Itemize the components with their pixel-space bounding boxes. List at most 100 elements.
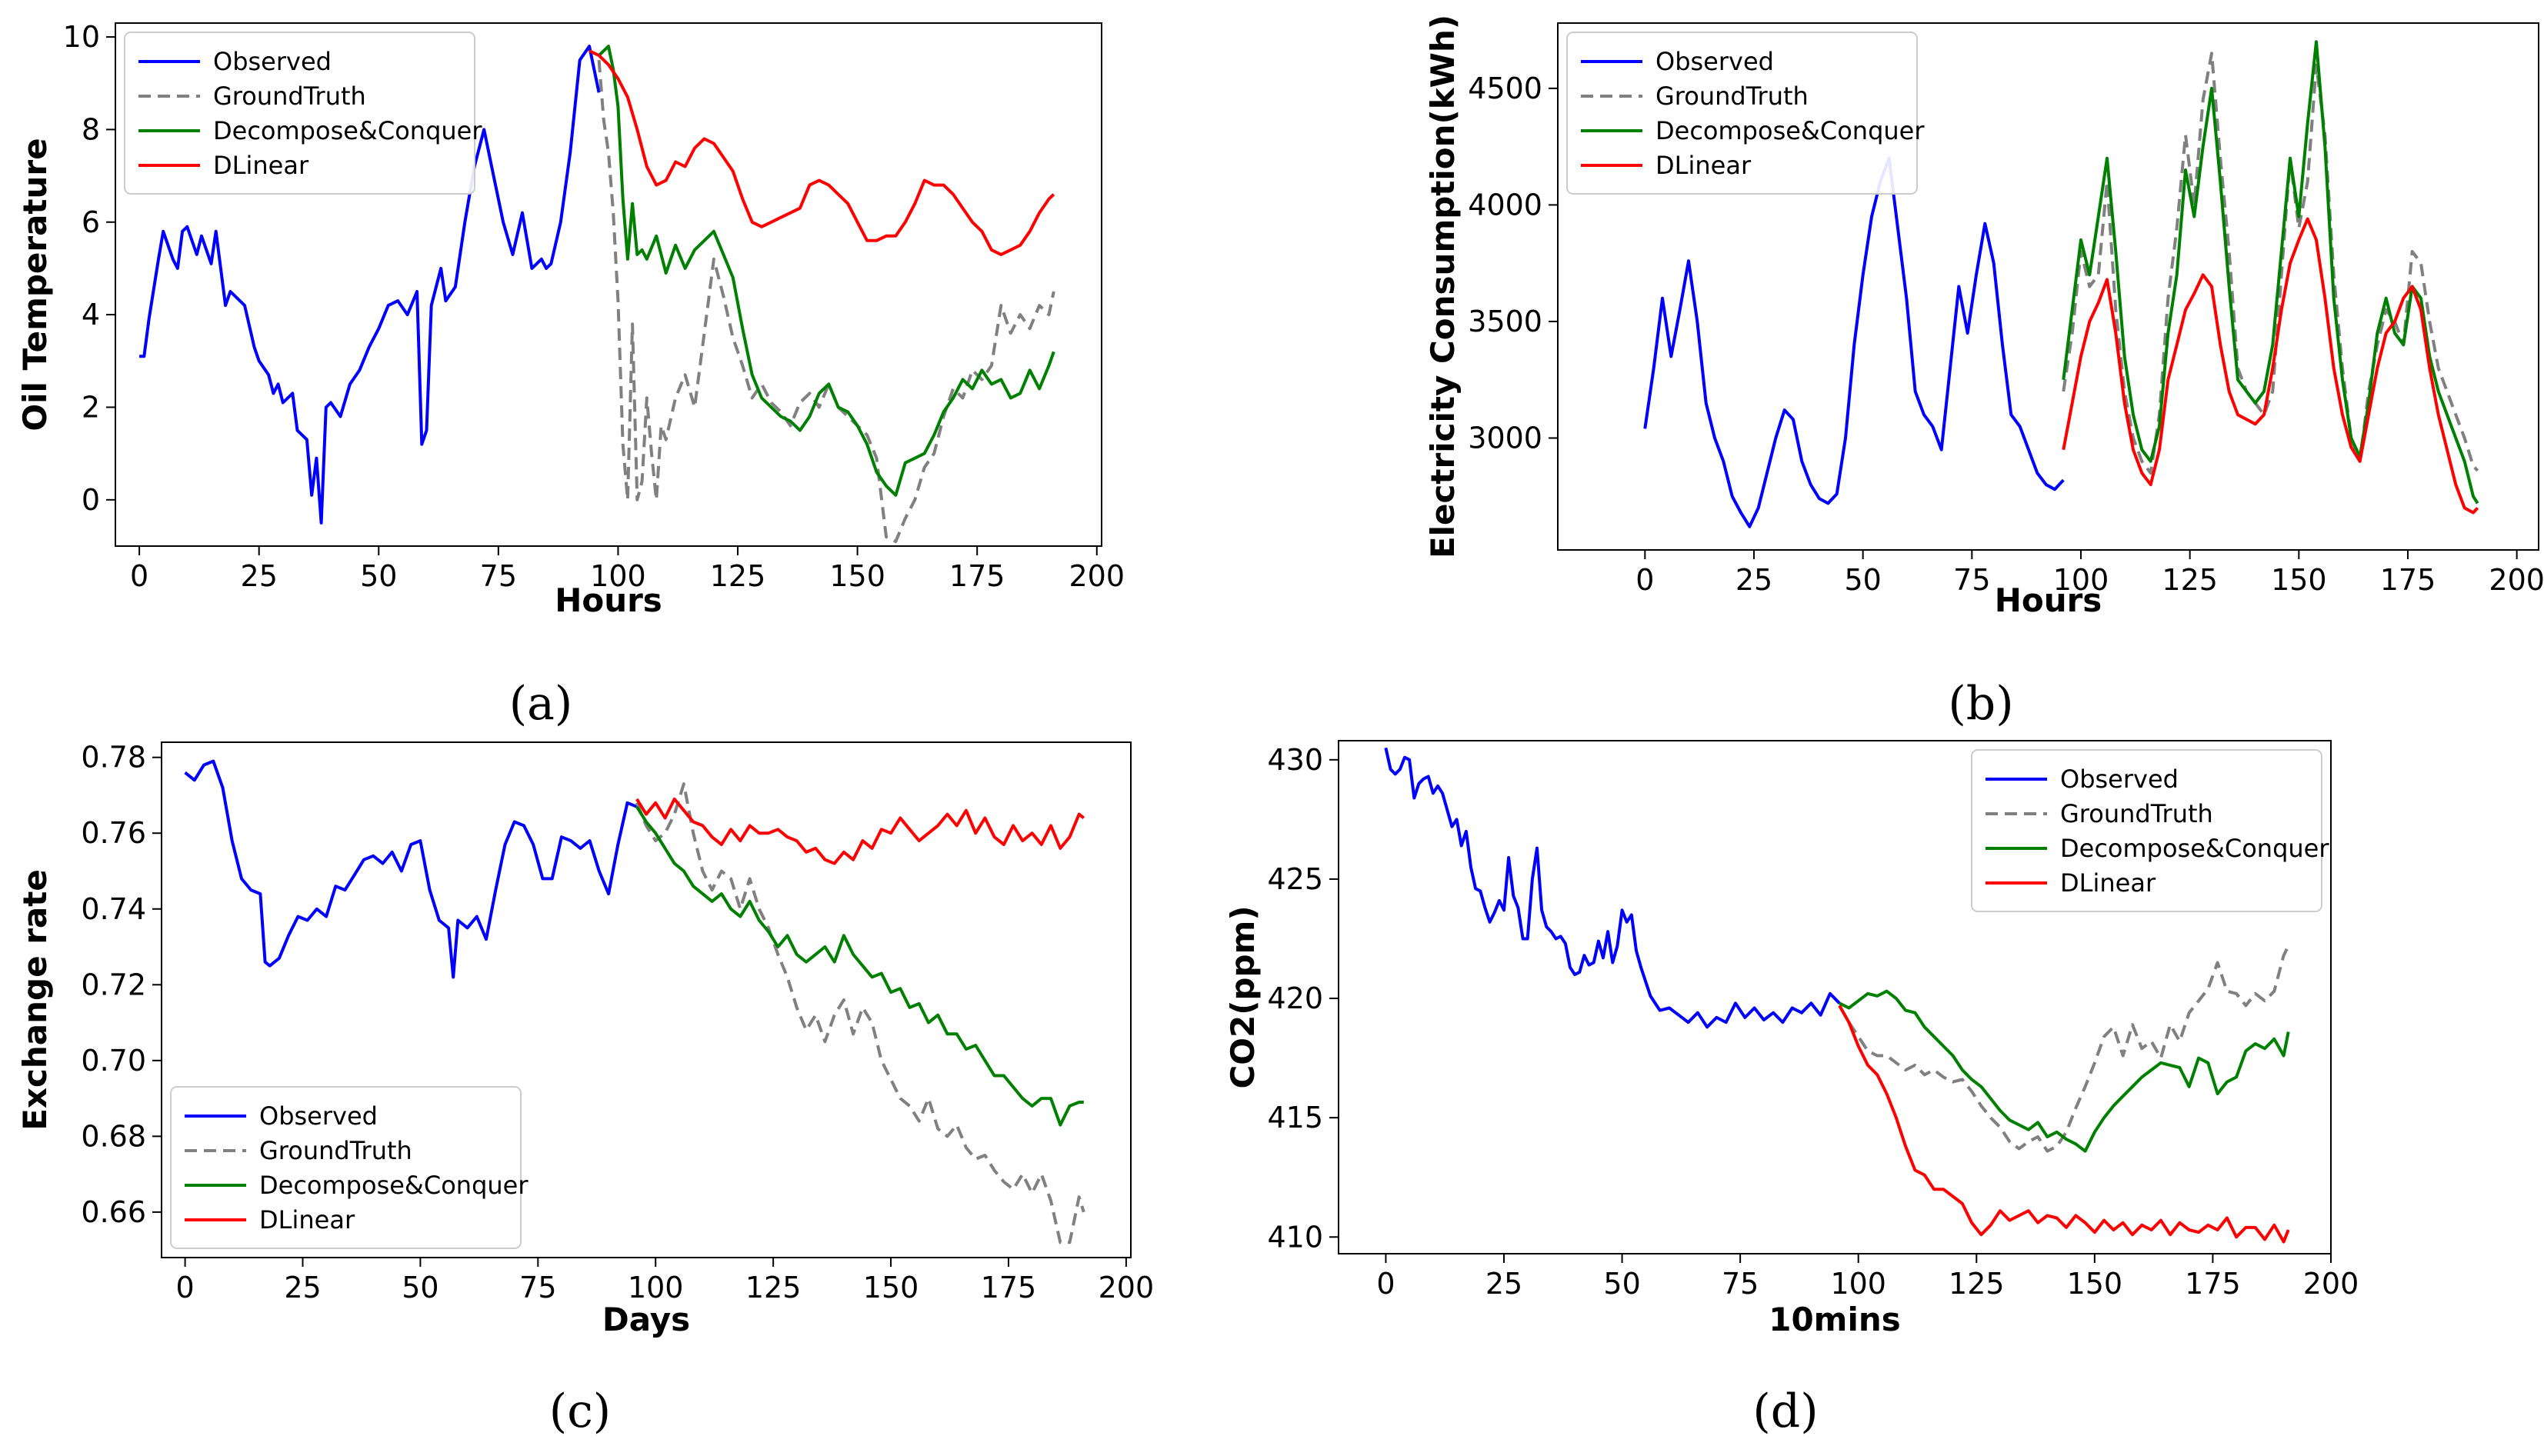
- x-tick-label: 75: [1953, 563, 1990, 597]
- y-tick-label: 8: [82, 112, 100, 146]
- chart-d: 0 25 50 75 100 125 150 175 200 410 415 420 425 430 10m…: [1224, 740, 2359, 1438]
- chart-c: 0 25 50 75 100 125 150 175 200 0.66 0.68 0.70 0.72 0.…: [16, 741, 1154, 1438]
- y-axis-title: Exchange rate: [16, 869, 54, 1131]
- legend-label: Decompose&Conquer: [259, 1171, 528, 1200]
- legend-label: Observed: [259, 1101, 378, 1131]
- y-tick-label: 6: [82, 205, 100, 239]
- x-tick-label: 175: [2185, 1267, 2241, 1301]
- x-tick-label: 125: [745, 1271, 802, 1304]
- x-axis-title: Days: [602, 1301, 690, 1338]
- legend-label: Observed: [2060, 765, 2179, 794]
- legend: Observed GroundTruth Decompose&Conquer DLin…: [1971, 749, 2329, 912]
- x-tick-label: 75: [480, 559, 517, 593]
- x-tick-label: 150: [2271, 563, 2327, 597]
- x-tick-label: 100: [2053, 563, 2109, 597]
- y-tick-label: 0: [82, 483, 100, 517]
- y-tick-label: 2: [82, 390, 100, 424]
- legend-label: GroundTruth: [213, 82, 366, 111]
- x-tick-label: 175: [949, 559, 1005, 593]
- y-axis-title: CO2(ppm): [1224, 905, 1262, 1088]
- y-tick-label: 415: [1267, 1101, 1323, 1134]
- x-tick-label: 0: [1376, 1267, 1395, 1301]
- x-tick-label: 50: [1844, 563, 1881, 597]
- legend-label: Observed: [213, 47, 332, 76]
- series-line-decompose: [1839, 989, 2290, 1153]
- series-line-dlinear: [588, 49, 1055, 256]
- series-line-observed: [184, 759, 638, 979]
- y-tick-label: 0.68: [81, 1119, 146, 1153]
- y-tick-label: 0.66: [81, 1195, 146, 1229]
- series-line-decompose: [598, 45, 1055, 497]
- x-tick-label: 25: [241, 559, 278, 593]
- series-line-dlinear: [2062, 217, 2479, 515]
- chart-a: 0 25 50 75 100 125 150 175 200 0 2 4 6 8 10 Hours Oil Te…: [16, 20, 1125, 731]
- x-tick-label: 150: [2067, 1267, 2123, 1301]
- series-line-groundtruth: [635, 782, 1085, 1244]
- series-line-dlinear: [1838, 1005, 2290, 1244]
- x-tick-label: 25: [1485, 1267, 1522, 1301]
- panel-caption: (b): [1948, 677, 2013, 731]
- x-axis-title: Hours: [555, 581, 662, 619]
- x-tick-label: 50: [1603, 1267, 1640, 1301]
- y-axis-title: Oil Temperature: [16, 138, 54, 431]
- chart-b: 0 25 50 75 100 125 150 175 200 3000 3500 4000 4500 Ho…: [1424, 15, 2544, 731]
- y-tick-label: 0.72: [81, 968, 146, 1001]
- y-tick-label: 10: [63, 20, 100, 54]
- x-axis-title: Hours: [1995, 581, 2102, 619]
- legend-label: DLinear: [2060, 868, 2156, 898]
- plot-frame: [1557, 22, 2539, 551]
- x-tick-label: 200: [1069, 559, 1125, 593]
- x-tick-label: 125: [1949, 1267, 2005, 1301]
- legend-box: [170, 1086, 522, 1249]
- y-tick-label: 0.78: [81, 741, 146, 775]
- x-tick-label: 200: [2303, 1267, 2359, 1301]
- plot-frame: [1338, 740, 2332, 1254]
- x-tick-label: 75: [1722, 1267, 1759, 1301]
- x-tick-label: 150: [863, 1271, 919, 1304]
- x-tick-label: 0: [130, 559, 148, 593]
- series-line-observed: [1384, 747, 1841, 1029]
- y-tick-label: 0.76: [81, 816, 146, 850]
- legend-label: Decompose&Conquer: [213, 116, 482, 145]
- x-tick-label: 100: [590, 559, 646, 593]
- y-axis-title: Electricity Consumption(kWh): [1424, 15, 1462, 558]
- legend-label: Decompose&Conquer: [1655, 116, 1925, 145]
- x-tick-label: 175: [981, 1271, 1037, 1304]
- x-tick-label: 0: [1635, 563, 1654, 597]
- legend-label: GroundTruth: [259, 1136, 412, 1165]
- panel-caption: (c): [549, 1384, 611, 1438]
- legend-label: DLinear: [213, 151, 309, 180]
- panel-caption: (d): [1752, 1384, 1818, 1438]
- series-line-decompose: [2062, 40, 2479, 505]
- legend-label: Decompose&Conquer: [2060, 834, 2329, 863]
- x-tick-label: 75: [519, 1271, 556, 1304]
- series-line-dlinear: [635, 797, 1085, 865]
- legend-label: DLinear: [1655, 151, 1752, 180]
- legend-label: GroundTruth: [2060, 799, 2213, 828]
- x-tick-label: 125: [710, 559, 766, 593]
- y-tick-label: 410: [1267, 1220, 1323, 1254]
- y-tick-label: 0.70: [81, 1044, 146, 1078]
- series-line-observed: [139, 45, 601, 525]
- legend-box: [1971, 749, 2322, 912]
- x-tick-label: 100: [628, 1271, 684, 1304]
- panel-caption: (a): [509, 677, 573, 731]
- legend: Observed GroundTruth Decompose&Conquer DLin…: [124, 32, 482, 195]
- x-tick-label: 25: [284, 1271, 321, 1304]
- x-tick-label: 150: [829, 559, 885, 593]
- y-tick-label: 420: [1267, 981, 1323, 1015]
- legend: Observed GroundTruth Decompose&Conquer DLin…: [1566, 32, 1925, 195]
- y-tick-label: 4000: [1468, 188, 1542, 222]
- y-tick-label: 3000: [1468, 421, 1542, 455]
- legend-label: Observed: [1655, 47, 1774, 76]
- series-line-decompose: [635, 805, 1084, 1127]
- x-tick-label: 200: [2489, 563, 2544, 597]
- legend-label: DLinear: [259, 1205, 355, 1234]
- legend-label: GroundTruth: [1655, 82, 1809, 111]
- legend: Observed GroundTruth Decompose&Conquer DLin…: [170, 1086, 528, 1249]
- legend-box: [124, 32, 475, 195]
- x-tick-label: 25: [1735, 563, 1772, 597]
- plot-frame: [161, 741, 1132, 1258]
- series-line-observed: [1643, 156, 2065, 528]
